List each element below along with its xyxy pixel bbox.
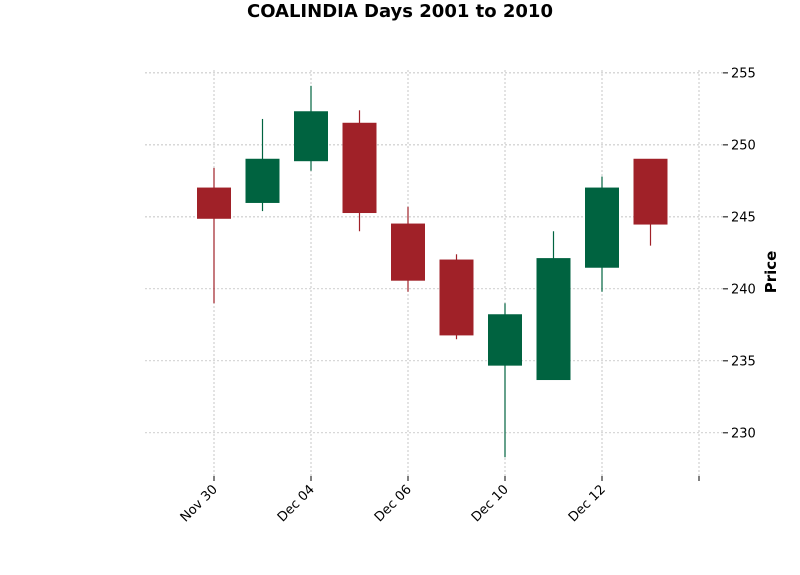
- x-axis: Nov 30 Dec 04 Dec 06 Dec 10 Dec 12: [178, 476, 700, 525]
- candle-body: [536, 258, 571, 381]
- candle-down: [633, 158, 668, 246]
- candle-up: [585, 176, 619, 292]
- candle-layer: [197, 85, 668, 458]
- y-tick-label: 250: [731, 138, 756, 153]
- candle-body: [294, 111, 328, 162]
- candle-up: [245, 118, 280, 212]
- candle-body: [633, 158, 668, 225]
- candle-body: [585, 187, 619, 268]
- candle-body: [197, 187, 231, 219]
- candle-down: [439, 254, 474, 340]
- candle-body: [245, 158, 280, 203]
- y-tick-label: 255: [731, 66, 756, 81]
- candle-body: [391, 223, 425, 281]
- chart-title: COALINDIA Days 2001 to 2010: [247, 1, 553, 22]
- candle-down: [391, 206, 425, 292]
- candle-body: [439, 259, 474, 336]
- y-tick-label: 245: [731, 210, 756, 225]
- y-tick-label: 230: [731, 426, 756, 441]
- x-tick-label: Dec 06: [372, 482, 415, 525]
- candle-down: [342, 110, 377, 232]
- candle-up: [536, 231, 571, 381]
- x-tick-label: Dec 12: [566, 482, 609, 525]
- x-tick-label: Dec 10: [469, 482, 512, 525]
- y-tick-label: 240: [731, 282, 756, 297]
- y-tick-label: 235: [731, 354, 756, 369]
- grid-layer: [145, 70, 723, 476]
- candle-up: [294, 85, 328, 171]
- candle-down: [197, 167, 231, 304]
- candle-up: [488, 303, 522, 458]
- y-axis-label: Price: [762, 251, 780, 294]
- candle-body: [342, 122, 377, 214]
- x-tick-label: Dec 04: [275, 482, 318, 525]
- x-tick-label: Nov 30: [178, 482, 221, 525]
- candle-body: [488, 314, 522, 366]
- y-axis: 230 235 240 245 250 255: [723, 66, 756, 441]
